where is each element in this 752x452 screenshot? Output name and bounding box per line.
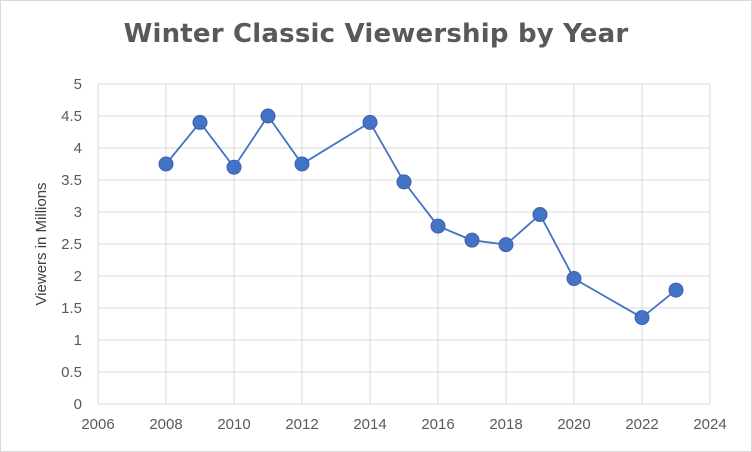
data-point: [464, 232, 480, 248]
data-point: [396, 174, 412, 190]
y-tick-label: 1: [74, 332, 82, 349]
data-point: [362, 114, 378, 130]
y-tick-label: 3: [74, 204, 82, 221]
data-point: [532, 207, 548, 223]
series-line: [165, 114, 677, 319]
y-tick-label: 2: [74, 268, 82, 285]
x-tick-label: 2006: [81, 416, 114, 433]
tick-labels: 0 0.5 1 1.5 2 2.5 3 3.5 4 4.5 5 2006 2008 2010 2012 201…: [61, 76, 727, 433]
data-point: [158, 156, 174, 172]
data-point: [294, 156, 310, 172]
x-tick-label: 2012: [285, 416, 318, 433]
y-axis-title: Viewers in Millions: [33, 182, 50, 305]
x-tick-label: 2024: [693, 416, 726, 433]
data-point: [192, 114, 208, 130]
y-tick-label: 0: [74, 396, 82, 413]
y-tick-label: 4: [74, 140, 82, 157]
chart-title: Winter Classic Viewership by Year: [123, 19, 629, 49]
data-point: [634, 310, 650, 326]
data-point: [430, 218, 446, 234]
x-tick-label: 2022: [625, 416, 658, 433]
data-point: [566, 271, 582, 287]
x-tick-label: 2008: [149, 416, 182, 433]
x-tick-label: 2016: [421, 416, 454, 433]
data-point: [668, 282, 684, 298]
y-tick-label: 4.5: [61, 108, 82, 125]
y-tick-label: 2.5: [61, 236, 82, 253]
y-tick-label: 5: [74, 76, 82, 93]
x-tick-label: 2014: [353, 416, 386, 433]
x-tick-label: 2018: [489, 416, 522, 433]
x-tick-label: 2010: [217, 416, 250, 433]
series-line-group: [165, 114, 677, 319]
data-point: [226, 159, 242, 175]
y-tick-label: 3.5: [61, 172, 82, 189]
x-tick-label: 2020: [557, 416, 590, 433]
grid-lines: [97, 83, 711, 405]
data-point: [260, 108, 276, 124]
data-points: [158, 108, 684, 326]
data-point: [498, 237, 514, 253]
y-tick-label: 0.5: [61, 364, 82, 381]
y-tick-label: 1.5: [61, 300, 82, 317]
